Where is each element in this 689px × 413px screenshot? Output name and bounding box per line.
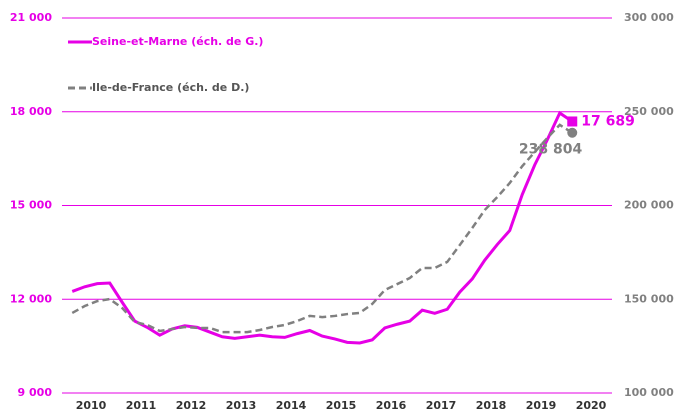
x-tick-label: 2017 [426,399,457,412]
y-tick-label: 9 000 [18,386,53,399]
point-marker [567,116,578,127]
x-tick-label: 2020 [576,399,607,412]
x-tick-label: 2016 [376,399,407,412]
x-tick-label: 2012 [176,399,207,412]
x-tick-label: 2013 [226,399,257,412]
series-line [71,110,574,345]
x-tick-label: 2014 [276,399,307,412]
x-tick-label: 2015 [326,399,357,412]
series-line [71,123,573,334]
x-tick-label: 2019 [526,399,557,412]
point-marker [567,127,578,138]
x-tick-label: 2011 [126,399,157,412]
y2-tick-label: 250 000 [624,105,674,118]
y2-tick-label: 200 000 [624,199,674,212]
y-tick-label: 21 000 [10,11,52,24]
y-tick-label: 18 000 [10,105,52,118]
y2-tick-label: 300 000 [624,11,674,24]
value-label: 238 804 [519,142,583,158]
x-tick-label: 2010 [76,399,107,412]
legend-label: Ile-de-France (éch. de D.) [92,81,249,94]
value-label: 17 689 [581,113,635,129]
y-tick-label: 12 000 [10,292,52,305]
y2-tick-label: 100 000 [624,386,674,399]
x-tick-label: 2018 [476,399,507,412]
legend-label: Seine-et-Marne (éch. de G.) [92,35,263,48]
y-tick-label: 15 000 [10,199,52,212]
y2-tick-label: 150 000 [624,292,674,305]
